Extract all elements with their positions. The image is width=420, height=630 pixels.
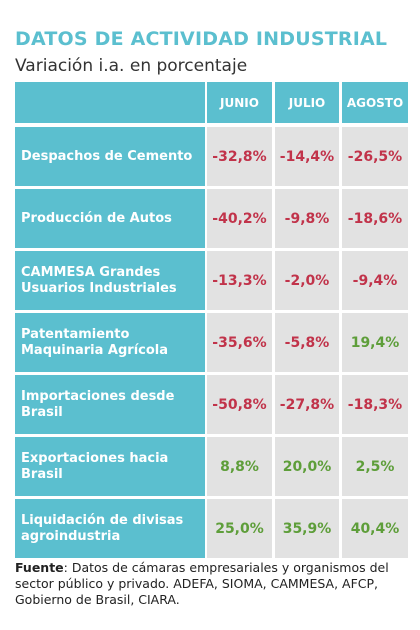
page-subtitle: Variación i.a. en porcentaje — [15, 56, 248, 76]
row-label: Importaciones desde Brasil — [15, 375, 205, 434]
row-label: Despachos de Cemento — [15, 127, 205, 186]
value-cell: 2,5% — [342, 437, 408, 496]
source-text: : Datos de cámaras empresariales y organ… — [15, 560, 389, 607]
row-label: Patentamiento Maquinaria Agrícola — [15, 313, 205, 372]
value-cell: -5,8% — [275, 313, 339, 372]
value-cell: -18,3% — [342, 375, 408, 434]
value-cell: 25,0% — [207, 499, 272, 558]
source-note: Fuente: Datos de cámaras empresariales y… — [15, 560, 410, 608]
value-cell: 19,4% — [342, 313, 408, 372]
value-cell: -2,0% — [275, 251, 339, 310]
value-cell: -18,6% — [342, 189, 408, 248]
value-cell: -35,6% — [207, 313, 272, 372]
row-label: CAMMESA Grandes Usuarios Industriales — [15, 251, 205, 310]
value-cell: 8,8% — [207, 437, 272, 496]
value-cell: -26,5% — [342, 127, 408, 186]
value-cell: -13,3% — [207, 251, 272, 310]
header-corner — [15, 82, 205, 123]
value-cell: -14,4% — [275, 127, 339, 186]
column-header-junio: JUNIO — [207, 82, 272, 123]
value-cell: -50,8% — [207, 375, 272, 434]
row-label: Exportaciones hacia Brasil — [15, 437, 205, 496]
column-header-agosto: AGOSTO — [342, 82, 408, 123]
value-cell: -32,8% — [207, 127, 272, 186]
value-cell: -40,2% — [207, 189, 272, 248]
value-cell: -27,8% — [275, 375, 339, 434]
value-cell: -9,4% — [342, 251, 408, 310]
value-cell: 40,4% — [342, 499, 408, 558]
column-header-julio: JULIO — [275, 82, 339, 123]
value-cell: 20,0% — [275, 437, 339, 496]
row-label: Liquidación de divisas agroindustria — [15, 499, 205, 558]
row-label: Producción de Autos — [15, 189, 205, 248]
page-title: DATOS DE ACTIVIDAD INDUSTRIAL — [15, 28, 388, 50]
value-cell: 35,9% — [275, 499, 339, 558]
source-label: Fuente — [15, 560, 64, 575]
value-cell: -9,8% — [275, 189, 339, 248]
data-table: JUNIO JULIO AGOSTO Despachos de Cemento -32,… — [15, 82, 408, 558]
